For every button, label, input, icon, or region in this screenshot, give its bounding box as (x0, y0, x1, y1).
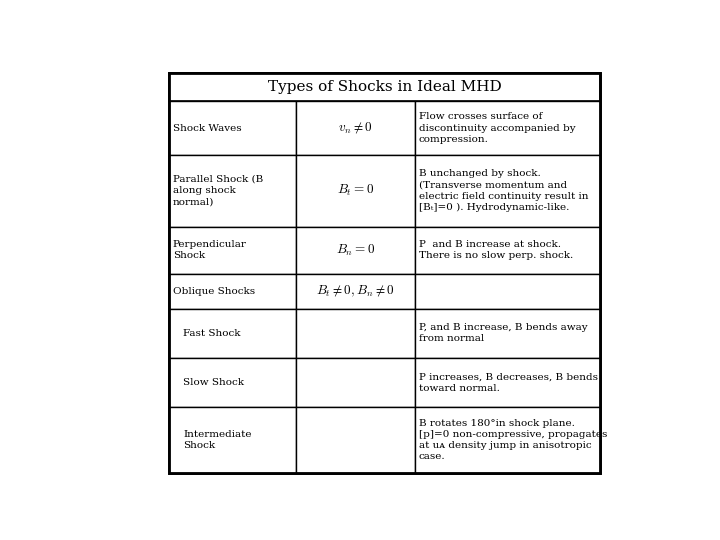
Bar (415, 154, 600, 227)
Bar (415, 407, 600, 473)
Bar (169, 309, 296, 358)
Bar (296, 274, 415, 309)
Bar (296, 154, 415, 227)
Bar (415, 309, 600, 358)
Text: $B_t \neq 0, B_n \neq 0$: $B_t \neq 0, B_n \neq 0$ (316, 284, 395, 299)
Text: P increases, B decreases, B bends
toward normal.: P increases, B decreases, B bends toward… (418, 373, 598, 393)
Text: P  and B increase at shock.
There is no slow perp. shock.: P and B increase at shock. There is no s… (418, 240, 573, 260)
Bar (296, 407, 415, 473)
Bar (169, 72, 600, 102)
Text: Oblique Shocks: Oblique Shocks (173, 287, 255, 296)
Bar (296, 227, 415, 274)
Text: $v_n \neq 0$: $v_n \neq 0$ (338, 120, 373, 136)
Bar (169, 154, 296, 227)
Bar (415, 358, 600, 407)
Bar (169, 358, 296, 407)
Text: Slow Shock: Slow Shock (183, 378, 244, 387)
Text: Intermediate
Shock: Intermediate Shock (183, 430, 251, 450)
Bar (169, 102, 296, 154)
Text: P, and B increase, B bends away
from normal: P, and B increase, B bends away from nor… (418, 323, 588, 343)
Text: Shock Waves: Shock Waves (173, 124, 241, 132)
Text: Flow crosses surface of
discontinuity accompanied by
compression.: Flow crosses surface of discontinuity ac… (418, 112, 575, 144)
Text: B unchanged by shock.
(Transverse momentum and
electric field continuity result : B unchanged by shock. (Transverse moment… (418, 170, 588, 212)
Bar (296, 309, 415, 358)
Bar (169, 274, 296, 309)
Bar (296, 102, 415, 154)
Bar (169, 407, 296, 473)
Text: $B_n = 0$: $B_n = 0$ (336, 242, 375, 258)
Bar (415, 102, 600, 154)
Bar (169, 72, 600, 473)
Text: Fast Shock: Fast Shock (183, 329, 240, 338)
Text: Types of Shocks in Ideal MHD: Types of Shocks in Ideal MHD (268, 80, 501, 94)
Bar (415, 274, 600, 309)
Bar (169, 227, 296, 274)
Text: Perpendicular
Shock: Perpendicular Shock (173, 240, 247, 260)
Bar (296, 358, 415, 407)
Text: B rotates 180°in shock plane.
[p]=0 non-compressive, propagates
at uᴀ density ju: B rotates 180°in shock plane. [p]=0 non-… (418, 419, 607, 461)
Bar (169, 72, 600, 473)
Bar (415, 227, 600, 274)
Text: $B_t = 0$: $B_t = 0$ (337, 183, 374, 198)
Text: Parallel Shock (B
along shock
normal): Parallel Shock (B along shock normal) (173, 175, 264, 206)
